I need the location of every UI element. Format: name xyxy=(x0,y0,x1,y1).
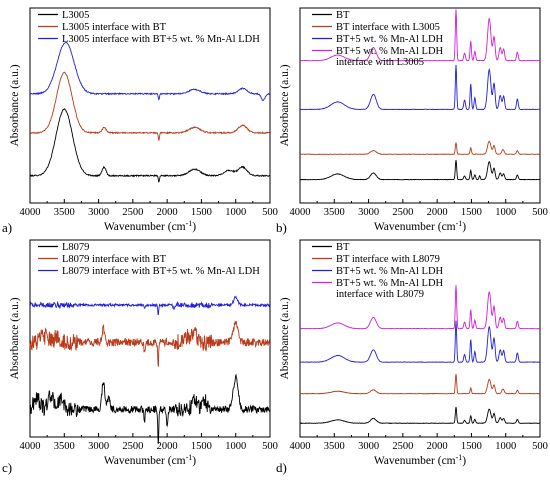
x-tick-label: 4000 xyxy=(20,207,41,218)
series-line-2 xyxy=(29,321,271,367)
series-line-3 xyxy=(299,320,540,363)
x-tick-label: 3000 xyxy=(358,207,379,218)
legend-entry-3: BT+5 wt. % Mn-Al LDH xyxy=(336,34,444,45)
series-line-1 xyxy=(29,108,271,183)
chart-panel-2: 4000 3500 3000 2500 2000 1500 1000 500 Wavenumbe… xyxy=(276,7,548,235)
x-tick-label: 4000 xyxy=(290,441,311,452)
legend-entry-2: BT interface with L8079 xyxy=(336,254,440,265)
legend-entry-1: BT xyxy=(336,242,350,253)
legend-entry-1: L8079 xyxy=(62,242,89,253)
x-tick-label: 3500 xyxy=(324,207,345,218)
legend-entry-1: L3005 xyxy=(62,10,89,21)
x-tick-label: 2000 xyxy=(427,207,448,218)
x-axis-label: Wavenumber (cm-1) xyxy=(374,219,466,233)
series-line-2 xyxy=(30,71,271,141)
chart-panel-3: 4000 3500 3000 2500 2000 1500 1000 500 Wavenumbe… xyxy=(2,239,278,475)
legend-entry-4: BT+5 wt. % Mn-Al LDH xyxy=(336,278,444,289)
panel-label: b) xyxy=(276,220,287,235)
x-tick-label: 1500 xyxy=(461,207,482,218)
legend-entry-2: L8079 interface with BT xyxy=(62,254,167,265)
y-axis-label: Absorbance (a.u.) xyxy=(9,64,21,146)
x-tick-label: 2500 xyxy=(392,207,413,218)
panel-label: d) xyxy=(276,460,287,475)
x-tick-label: 1000 xyxy=(225,441,246,452)
series-line-1 xyxy=(29,373,271,444)
x-tick-label: 2500 xyxy=(392,441,413,452)
series-line-2 xyxy=(299,140,541,155)
x-tick-label: 500 xyxy=(262,441,278,452)
legend-entry-2: L3005 interface with BT xyxy=(62,22,167,33)
y-axis-label: Absorbance (a.u.) xyxy=(279,64,291,146)
x-axis-label: Wavenumber (cm-1) xyxy=(104,219,196,233)
series-line-1 xyxy=(299,406,541,425)
y-axis-label: Absorbance (a.u.) xyxy=(279,297,291,379)
x-tick-label: 3000 xyxy=(358,441,379,452)
x-tick-label: 2000 xyxy=(427,441,448,452)
x-tick-label: 3000 xyxy=(88,207,109,218)
legend-entry-3: BT+5 wt. % Mn-Al LDH xyxy=(336,266,444,277)
x-tick-label: 1500 xyxy=(461,441,482,452)
x-axis-label: Wavenumber (cm-1) xyxy=(104,453,196,467)
legend-entry-3: L3005 interface with BT+5 wt. % Mn-Al LD… xyxy=(62,34,260,45)
x-tick-label: 2000 xyxy=(157,441,178,452)
legend-entry-4: interface with L3005 xyxy=(336,57,424,68)
panel-label: c) xyxy=(2,460,12,475)
x-tick-label: 2000 xyxy=(157,207,178,218)
legend-entry-4: BT+5 wt. % Mn-Al LDH xyxy=(336,46,444,57)
x-axis-label: Wavenumber (cm-1) xyxy=(374,453,466,467)
legend-entry-4: interface with L8079 xyxy=(336,289,424,300)
legend-entry-1: BT xyxy=(336,10,350,21)
x-tick-label: 1500 xyxy=(191,441,212,452)
x-tick-label: 3500 xyxy=(54,207,75,218)
legend-entry-2: BT interface with L3005 xyxy=(336,22,440,33)
series-line-2 xyxy=(300,373,541,395)
x-tick-label: 1500 xyxy=(191,207,212,218)
x-tick-label: 1000 xyxy=(495,441,516,452)
x-tick-label: 1000 xyxy=(225,207,246,218)
x-tick-label: 2500 xyxy=(122,441,143,452)
x-tick-label: 1000 xyxy=(495,207,516,218)
x-tick-label: 2500 xyxy=(122,207,143,218)
series-line-3 xyxy=(299,64,541,111)
y-axis-label: Absorbance (a.u.) xyxy=(9,297,21,379)
x-tick-label: 3000 xyxy=(88,441,109,452)
chart-panel-1: 4000 3500 3000 2500 2000 1500 1000 500 Wavenumbe… xyxy=(2,7,278,235)
x-tick-label: 4000 xyxy=(20,441,41,452)
legend-entry-3: L8079 interface with BT+5 wt. % Mn-Al LD… xyxy=(62,266,260,277)
series-line-1 xyxy=(300,160,541,181)
x-tick-label: 500 xyxy=(532,441,548,452)
chart-panel-4: 4000 3500 3000 2500 2000 1500 1000 500 Wavenumbe… xyxy=(276,239,548,475)
series-line-4 xyxy=(300,9,541,62)
x-tick-label: 3500 xyxy=(324,441,345,452)
series-line-3 xyxy=(29,41,271,102)
x-tick-label: 500 xyxy=(262,207,278,218)
series-line-3 xyxy=(29,295,271,316)
panel-label: a) xyxy=(2,220,12,235)
x-tick-label: 3500 xyxy=(54,441,75,452)
x-tick-label: 500 xyxy=(532,207,548,218)
x-tick-label: 4000 xyxy=(290,207,311,218)
series-line-4 xyxy=(299,285,540,330)
